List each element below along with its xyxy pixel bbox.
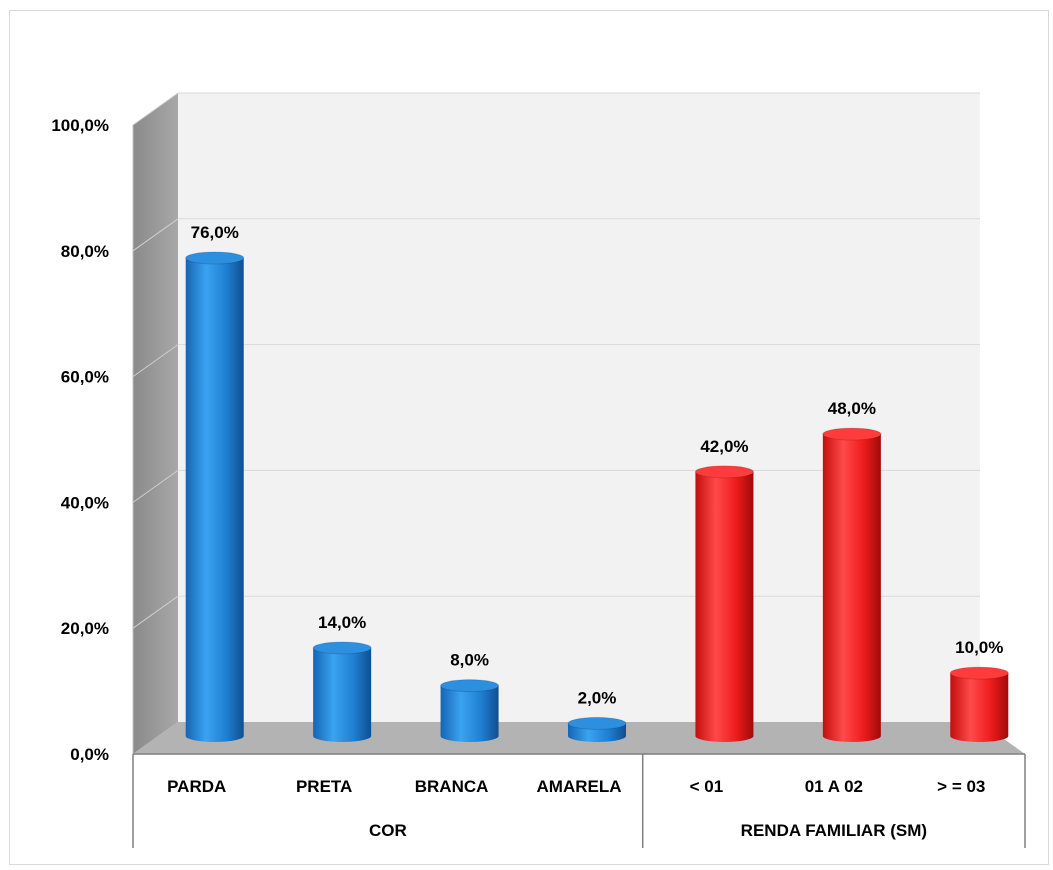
category-label: PRETA [296, 777, 352, 796]
bar-base [440, 730, 499, 742]
category-label: BRANCA [415, 777, 489, 796]
bar-top [440, 679, 500, 693]
y-tick-label: 100,0% [51, 116, 109, 135]
bar-top [567, 716, 627, 730]
bar-top [694, 465, 754, 479]
bar-base [695, 730, 754, 742]
category-label: PARDA [167, 777, 226, 796]
gridline-depth [132, 218, 179, 252]
bar-base [313, 730, 372, 742]
group-label: COR [369, 821, 407, 840]
y-tick-label: 40,0% [61, 493, 109, 512]
bar [313, 647, 372, 736]
bar-top [822, 427, 882, 441]
gridline-depth [132, 92, 179, 126]
data-label: 76,0% [191, 223, 239, 242]
y-tick-label: 60,0% [61, 368, 109, 387]
category-label: AMARELA [537, 777, 622, 796]
bar-top [949, 666, 1009, 680]
y-tick-label: 20,0% [61, 619, 109, 638]
category-label: < 01 [690, 777, 724, 796]
data-label: 42,0% [700, 437, 748, 456]
bar [440, 685, 499, 736]
bar [822, 434, 881, 736]
bar [185, 257, 244, 736]
bar [950, 673, 1009, 736]
bar-base [568, 730, 626, 742]
gridline-depth [132, 344, 179, 378]
data-label: 10,0% [955, 638, 1003, 657]
bar-base [822, 730, 881, 742]
bar-top [185, 251, 245, 265]
category-label: > = 03 [937, 777, 985, 796]
bar-top [312, 641, 372, 655]
side-wall [133, 93, 178, 754]
gridline-depth [132, 469, 179, 503]
data-label: 48,0% [828, 399, 876, 418]
data-label: 8,0% [450, 651, 489, 670]
data-label: 14,0% [318, 613, 366, 632]
y-tick-label: 80,0% [61, 242, 109, 261]
data-label: 2,0% [578, 688, 617, 707]
group-label: RENDA FAMILIAR (SM) [741, 821, 927, 840]
bar [695, 471, 754, 736]
bar-base [950, 730, 1009, 742]
category-label: 01 A 02 [805, 777, 863, 796]
bar-base [185, 730, 244, 742]
gridline-depth [132, 595, 179, 629]
y-tick-label: 0,0% [70, 745, 109, 764]
